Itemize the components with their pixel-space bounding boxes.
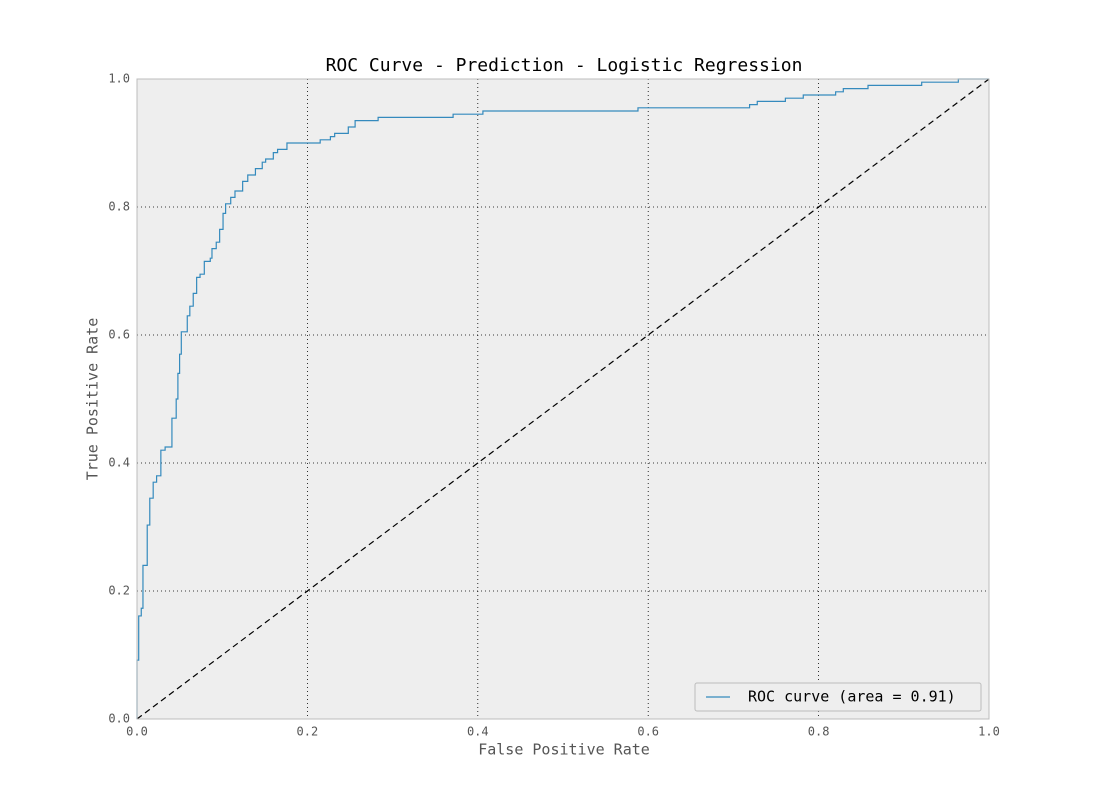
y-tick-label: 0.8 xyxy=(108,200,130,214)
y-tick-label: 1.0 xyxy=(108,72,130,86)
x-tick-label: 0.2 xyxy=(297,725,319,739)
x-axis-label: False Positive Rate xyxy=(478,741,650,759)
roc-line xyxy=(136,78,989,719)
lines xyxy=(136,78,990,720)
x-tick-label: 0.0 xyxy=(126,725,148,739)
x-tick-label: 0.6 xyxy=(637,725,659,739)
y-axis-label: True Positive Rate xyxy=(84,318,102,481)
x-tick-label: 1.0 xyxy=(978,725,1000,739)
ticks: 0.0 0.2 0.4 0.6 0.8 1.0 0.0 0.2 0.4 0.6 0.8 1.0 xyxy=(108,72,1000,739)
y-tick-label: 0.4 xyxy=(108,456,130,470)
chart-title: ROC Curve - Prediction - Logistic Regres… xyxy=(326,55,803,76)
y-tick-label: 0.6 xyxy=(108,328,130,342)
legend-box xyxy=(694,682,982,712)
x-tick-label: 0.8 xyxy=(808,725,830,739)
legend: ROC curve (area = 0.91) xyxy=(694,682,982,712)
legend-label: ROC curve (area = 0.91) xyxy=(748,688,956,706)
y-tick-label: 0.2 xyxy=(108,584,130,598)
reference-line xyxy=(136,78,990,720)
x-tick-label: 0.4 xyxy=(467,725,489,739)
plot-border xyxy=(136,78,990,720)
y-tick-label: 0.0 xyxy=(108,712,130,726)
